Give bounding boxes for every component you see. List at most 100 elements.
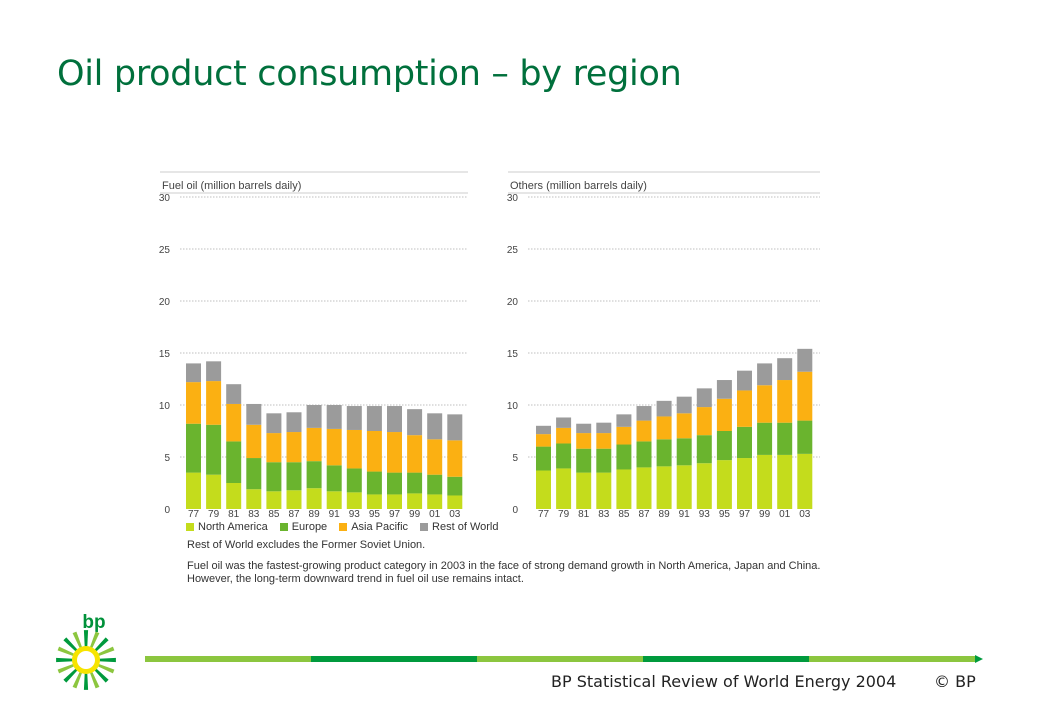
footer-stripe-seg-3 bbox=[477, 656, 643, 662]
others-bar-89-rest-of-world bbox=[656, 400, 672, 417]
others-x-tick-77: 77 bbox=[538, 509, 550, 520]
legend-swatch-rest-of-world bbox=[420, 523, 429, 531]
fuel-oil-bar-87-asia-pacific bbox=[286, 432, 302, 463]
fuel-oil-bar-77-rest-of-world bbox=[186, 363, 201, 383]
others-bar-99-rest-of-world bbox=[757, 363, 773, 386]
fuel-oil-bar-85-europe bbox=[266, 462, 282, 492]
fuel-oil-bar-95-europe bbox=[366, 471, 382, 495]
fuel-oil-x-tick-97: 97 bbox=[389, 509, 401, 520]
fuel-oil-x-tick-81: 81 bbox=[228, 509, 240, 520]
fuel-oil-bar-81-asia-pacific bbox=[226, 403, 242, 442]
chart-caption: Fuel oil was the fastest-growing product… bbox=[187, 560, 821, 585]
fuel-oil-bar-87-rest-of-world bbox=[286, 412, 302, 433]
footer-stripe-arrow bbox=[975, 655, 983, 663]
others-bar-91-rest-of-world bbox=[676, 396, 692, 414]
fuel-oil-x-tick-79: 79 bbox=[208, 509, 220, 520]
fuel-oil-bar-93-europe bbox=[346, 468, 362, 493]
others-y-tick-10: 10 bbox=[507, 401, 519, 412]
others-bar-95-rest-of-world bbox=[716, 380, 732, 399]
fuel-oil-bar-03-north-america bbox=[447, 495, 463, 509]
fuel-oil-bar-99-rest-of-world bbox=[407, 409, 423, 436]
fuel-oil-bar-91-europe bbox=[326, 465, 342, 492]
others-bar-87-asia-pacific bbox=[636, 420, 652, 442]
legend-swatch-north-america bbox=[186, 523, 194, 531]
others-bar-77-asia-pacific bbox=[536, 434, 551, 447]
others-x-tick-93: 93 bbox=[699, 509, 711, 520]
others-bar-03-north-america bbox=[797, 453, 813, 509]
others-bar-87-rest-of-world bbox=[636, 406, 652, 421]
footer-stripe-seg-2 bbox=[311, 656, 477, 662]
others-bar-97-rest-of-world bbox=[737, 370, 752, 391]
fuel-oil-bar-97-asia-pacific bbox=[387, 432, 402, 473]
fuel-oil-bar-85-north-america bbox=[266, 491, 282, 509]
fuel-oil-y-tick-25: 25 bbox=[159, 245, 171, 256]
footer-source: BP Statistical Review of World Energy 20… bbox=[551, 672, 897, 691]
logo-wordmark: bp bbox=[82, 612, 105, 633]
others-bar-93-north-america bbox=[696, 463, 712, 509]
fuel-oil-x-tick-77: 77 bbox=[188, 509, 200, 520]
fuel-oil-bar-97-north-america bbox=[387, 494, 402, 509]
others-bar-77-north-america bbox=[536, 470, 551, 509]
fuel-oil-x-tick-87: 87 bbox=[288, 509, 300, 520]
others-bar-95-europe bbox=[716, 431, 732, 461]
others-bar-79-asia-pacific bbox=[556, 427, 572, 444]
fuel-oil-x-tick-01: 01 bbox=[429, 509, 441, 520]
fuel-oil-x-tick-03: 03 bbox=[449, 509, 461, 520]
helios-core bbox=[77, 651, 95, 669]
fuel-oil-bar-01-europe bbox=[427, 474, 443, 495]
others-bar-99-europe bbox=[757, 422, 773, 455]
footer-stripe bbox=[145, 655, 983, 663]
fuel-oil-y-tick-30: 30 bbox=[159, 193, 171, 204]
others-x-tick-95: 95 bbox=[719, 509, 731, 520]
fuel-oil-bar-87-north-america bbox=[286, 490, 302, 509]
others-bar-91-europe bbox=[676, 438, 692, 466]
fuel-oil-bar-97-europe bbox=[387, 472, 402, 495]
fuel-oil-bar-87-europe bbox=[286, 462, 302, 491]
others-bar-93-europe bbox=[696, 435, 712, 464]
fuel-oil-bar-99-europe bbox=[407, 472, 423, 494]
fuel-oil-bar-03-asia-pacific bbox=[447, 440, 463, 477]
fuel-oil-bar-93-rest-of-world bbox=[346, 406, 362, 430]
others-x-tick-79: 79 bbox=[558, 509, 570, 520]
others-bar-95-north-america bbox=[716, 460, 732, 509]
fuel-oil-bar-01-asia-pacific bbox=[427, 439, 443, 475]
fuel-oil-bar-97-rest-of-world bbox=[387, 406, 402, 433]
others-y-tick-15: 15 bbox=[507, 349, 519, 360]
fuel-oil-bar-83-asia-pacific bbox=[246, 424, 262, 459]
others-bar-79-europe bbox=[556, 443, 572, 469]
others-bar-77-europe bbox=[536, 446, 551, 471]
legend-label-north-america: North America bbox=[198, 521, 268, 533]
others-y-tick-5: 5 bbox=[512, 453, 518, 464]
others-bar-83-rest-of-world bbox=[596, 422, 612, 434]
fuel-oil-bar-95-asia-pacific bbox=[366, 431, 382, 472]
others-bar-85-north-america bbox=[616, 469, 632, 509]
others-bar-85-asia-pacific bbox=[616, 426, 632, 445]
fuel-oil-bar-85-asia-pacific bbox=[266, 433, 282, 463]
fuel-oil-x-tick-95: 95 bbox=[369, 509, 381, 520]
others-bar-91-north-america bbox=[676, 465, 692, 509]
others-bar-95-asia-pacific bbox=[716, 398, 732, 431]
others-bar-91-asia-pacific bbox=[676, 413, 692, 439]
fuel-oil-chart-title: Fuel oil (million barrels daily) bbox=[162, 180, 301, 192]
others-bar-99-north-america bbox=[757, 454, 773, 509]
fuel-oil-bar-01-north-america bbox=[427, 494, 443, 509]
footer-stripe-seg-5 bbox=[809, 656, 975, 662]
others-bar-81-europe bbox=[576, 448, 592, 473]
others-bar-93-rest-of-world bbox=[696, 388, 712, 408]
fuel-oil-bar-99-north-america bbox=[407, 493, 423, 509]
others-x-tick-83: 83 bbox=[598, 509, 610, 520]
fuel-oil-bar-81-rest-of-world bbox=[226, 384, 242, 404]
others-bar-83-europe bbox=[596, 448, 612, 473]
footer-stripe-seg-4 bbox=[643, 656, 809, 662]
legend-label-asia-pacific: Asia Pacific bbox=[351, 521, 409, 533]
fuel-oil-bar-77-asia-pacific bbox=[186, 382, 201, 424]
others-bar-97-north-america bbox=[737, 458, 752, 509]
others-bar-83-asia-pacific bbox=[596, 433, 612, 449]
legend-label-rest-of-world: Rest of World bbox=[432, 521, 499, 533]
others-x-tick-85: 85 bbox=[618, 509, 630, 520]
fuel-oil-bar-81-europe bbox=[226, 441, 242, 483]
others-bar-97-europe bbox=[737, 426, 752, 459]
fuel-oil-bar-03-rest-of-world bbox=[447, 414, 463, 441]
others-x-tick-97: 97 bbox=[739, 509, 751, 520]
others-bar-89-asia-pacific bbox=[656, 416, 672, 440]
